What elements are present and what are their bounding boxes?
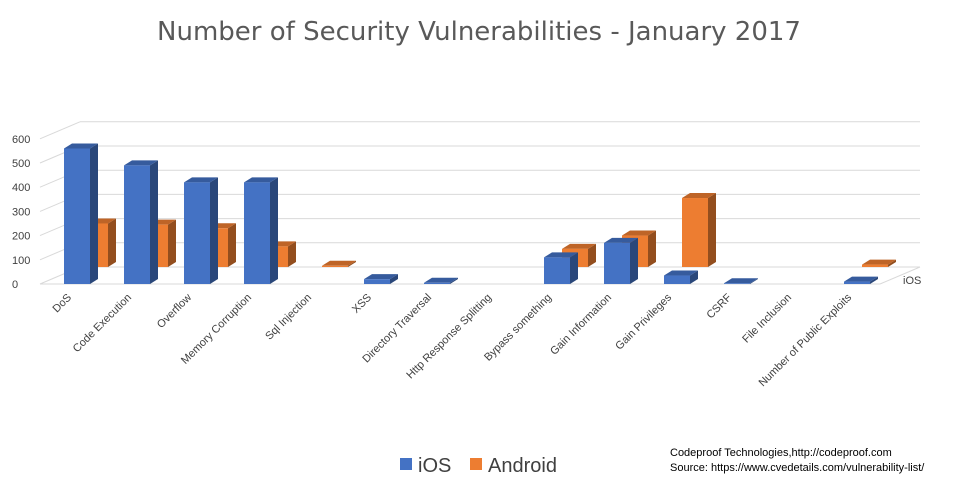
y-tick-label: 0 bbox=[12, 279, 18, 291]
bar-ios-side bbox=[450, 277, 458, 284]
category-label: DoS bbox=[50, 292, 74, 316]
bar-android-side bbox=[648, 230, 656, 267]
category-label: Overflow bbox=[155, 292, 194, 331]
bar-ios bbox=[844, 276, 878, 284]
legend-label-ios: iOS bbox=[418, 455, 451, 477]
bar-android-top bbox=[682, 193, 716, 199]
bar-android-side bbox=[108, 218, 116, 267]
bar-android-top bbox=[622, 230, 656, 236]
bar-ios-front bbox=[724, 283, 750, 284]
bar-ios-top bbox=[64, 143, 98, 149]
bar-ios-front bbox=[424, 282, 450, 284]
bar-ios-side bbox=[90, 143, 98, 284]
bar-ios-top bbox=[124, 160, 158, 166]
bar-ios-side bbox=[630, 237, 638, 284]
bar-ios-side bbox=[270, 177, 278, 284]
y-tick-label: 300 bbox=[12, 206, 30, 218]
y-tick-label: 600 bbox=[12, 134, 30, 146]
category-label: Code Execution bbox=[71, 292, 134, 355]
gridline-side bbox=[39, 121, 81, 140]
y-tick-label: 500 bbox=[12, 158, 30, 170]
category-label: Gain Privileges bbox=[613, 291, 674, 352]
bar-android-side bbox=[228, 223, 236, 267]
bar-ios-top bbox=[664, 270, 698, 276]
category-label: Sql Injection bbox=[263, 292, 314, 343]
bar-ios-front bbox=[184, 182, 210, 284]
bar-ios-top bbox=[844, 276, 878, 282]
bar-ios-top bbox=[184, 177, 218, 183]
bar-android-top bbox=[862, 259, 896, 265]
bar-ios-side bbox=[390, 274, 398, 284]
legend-label-android: Android bbox=[488, 455, 557, 477]
bar-ios bbox=[64, 143, 98, 284]
legend-swatch-android bbox=[470, 458, 482, 470]
bar-ios-side bbox=[690, 270, 698, 284]
bar-android-side bbox=[168, 219, 176, 267]
bar-ios bbox=[424, 277, 458, 284]
bar-ios bbox=[184, 177, 218, 284]
bar-ios-side bbox=[150, 160, 158, 284]
bar-ios bbox=[244, 177, 278, 284]
category-label: Bypass something bbox=[482, 292, 554, 364]
legend: iOS Android bbox=[400, 455, 557, 477]
bar-ios bbox=[544, 252, 578, 284]
bar-ios-front bbox=[64, 148, 90, 284]
bar-ios bbox=[664, 270, 698, 284]
category-label: CSRF bbox=[704, 291, 734, 321]
bar-android-top bbox=[322, 260, 356, 266]
bar-ios-front bbox=[664, 275, 690, 284]
bar-android-side bbox=[708, 193, 716, 267]
bar-android-side bbox=[288, 241, 296, 267]
bar-ios bbox=[364, 274, 398, 284]
bar-ios-top bbox=[544, 252, 578, 258]
bar-ios-side bbox=[870, 276, 878, 284]
bar-ios-top bbox=[364, 274, 398, 280]
y-tick-label: 400 bbox=[12, 182, 30, 194]
y-tick-label: 100 bbox=[12, 255, 30, 267]
floor-right-edge bbox=[879, 266, 921, 285]
footnote-source: Source: https://www.cvedetails.com/vulne… bbox=[670, 462, 925, 474]
bar-android-front bbox=[322, 265, 348, 267]
bar-ios bbox=[124, 160, 158, 284]
bar-ios bbox=[724, 278, 758, 284]
bar-ios-top bbox=[604, 237, 638, 243]
category-label: Gain Information bbox=[548, 292, 614, 358]
depth-axis-label: iOS bbox=[903, 275, 921, 287]
bar-ios-front bbox=[604, 242, 630, 284]
bar-ios-top bbox=[424, 277, 458, 283]
bar-android-side bbox=[888, 259, 896, 267]
category-label: File Inclusion bbox=[740, 292, 794, 346]
category-label: XSS bbox=[350, 292, 374, 316]
bar-ios-front bbox=[124, 165, 150, 284]
footnote-company: Codeproof Technologies,http://codeproof.… bbox=[670, 447, 892, 459]
legend-swatch-ios bbox=[400, 458, 412, 470]
bar-android bbox=[322, 260, 356, 267]
bar-android bbox=[862, 259, 896, 267]
bar-ios-front bbox=[364, 279, 390, 284]
y-axis-ticks: 0 100 200 300 400 500 600 bbox=[12, 134, 30, 291]
bar-android-side bbox=[348, 260, 356, 267]
bar-android-front bbox=[682, 198, 708, 267]
bar-ios-top bbox=[724, 278, 758, 284]
bar-ios-side bbox=[570, 252, 578, 284]
bar-ios-top bbox=[244, 177, 278, 183]
bar-ios-side bbox=[210, 177, 218, 284]
chart-title: Number of Security Vulnerabilities - Jan… bbox=[157, 17, 801, 47]
bar-ios-side bbox=[750, 278, 758, 284]
bar-android-side bbox=[588, 243, 596, 267]
y-tick-label: 200 bbox=[12, 231, 30, 243]
ios-series bbox=[64, 143, 878, 284]
bar-android-front bbox=[862, 264, 888, 267]
bar-ios bbox=[604, 237, 638, 284]
bar-android bbox=[682, 193, 716, 267]
bar-ios-front bbox=[244, 182, 270, 284]
bar-ios-front bbox=[844, 281, 870, 284]
bar-android-top bbox=[562, 243, 596, 249]
bar-ios-front bbox=[544, 257, 570, 284]
